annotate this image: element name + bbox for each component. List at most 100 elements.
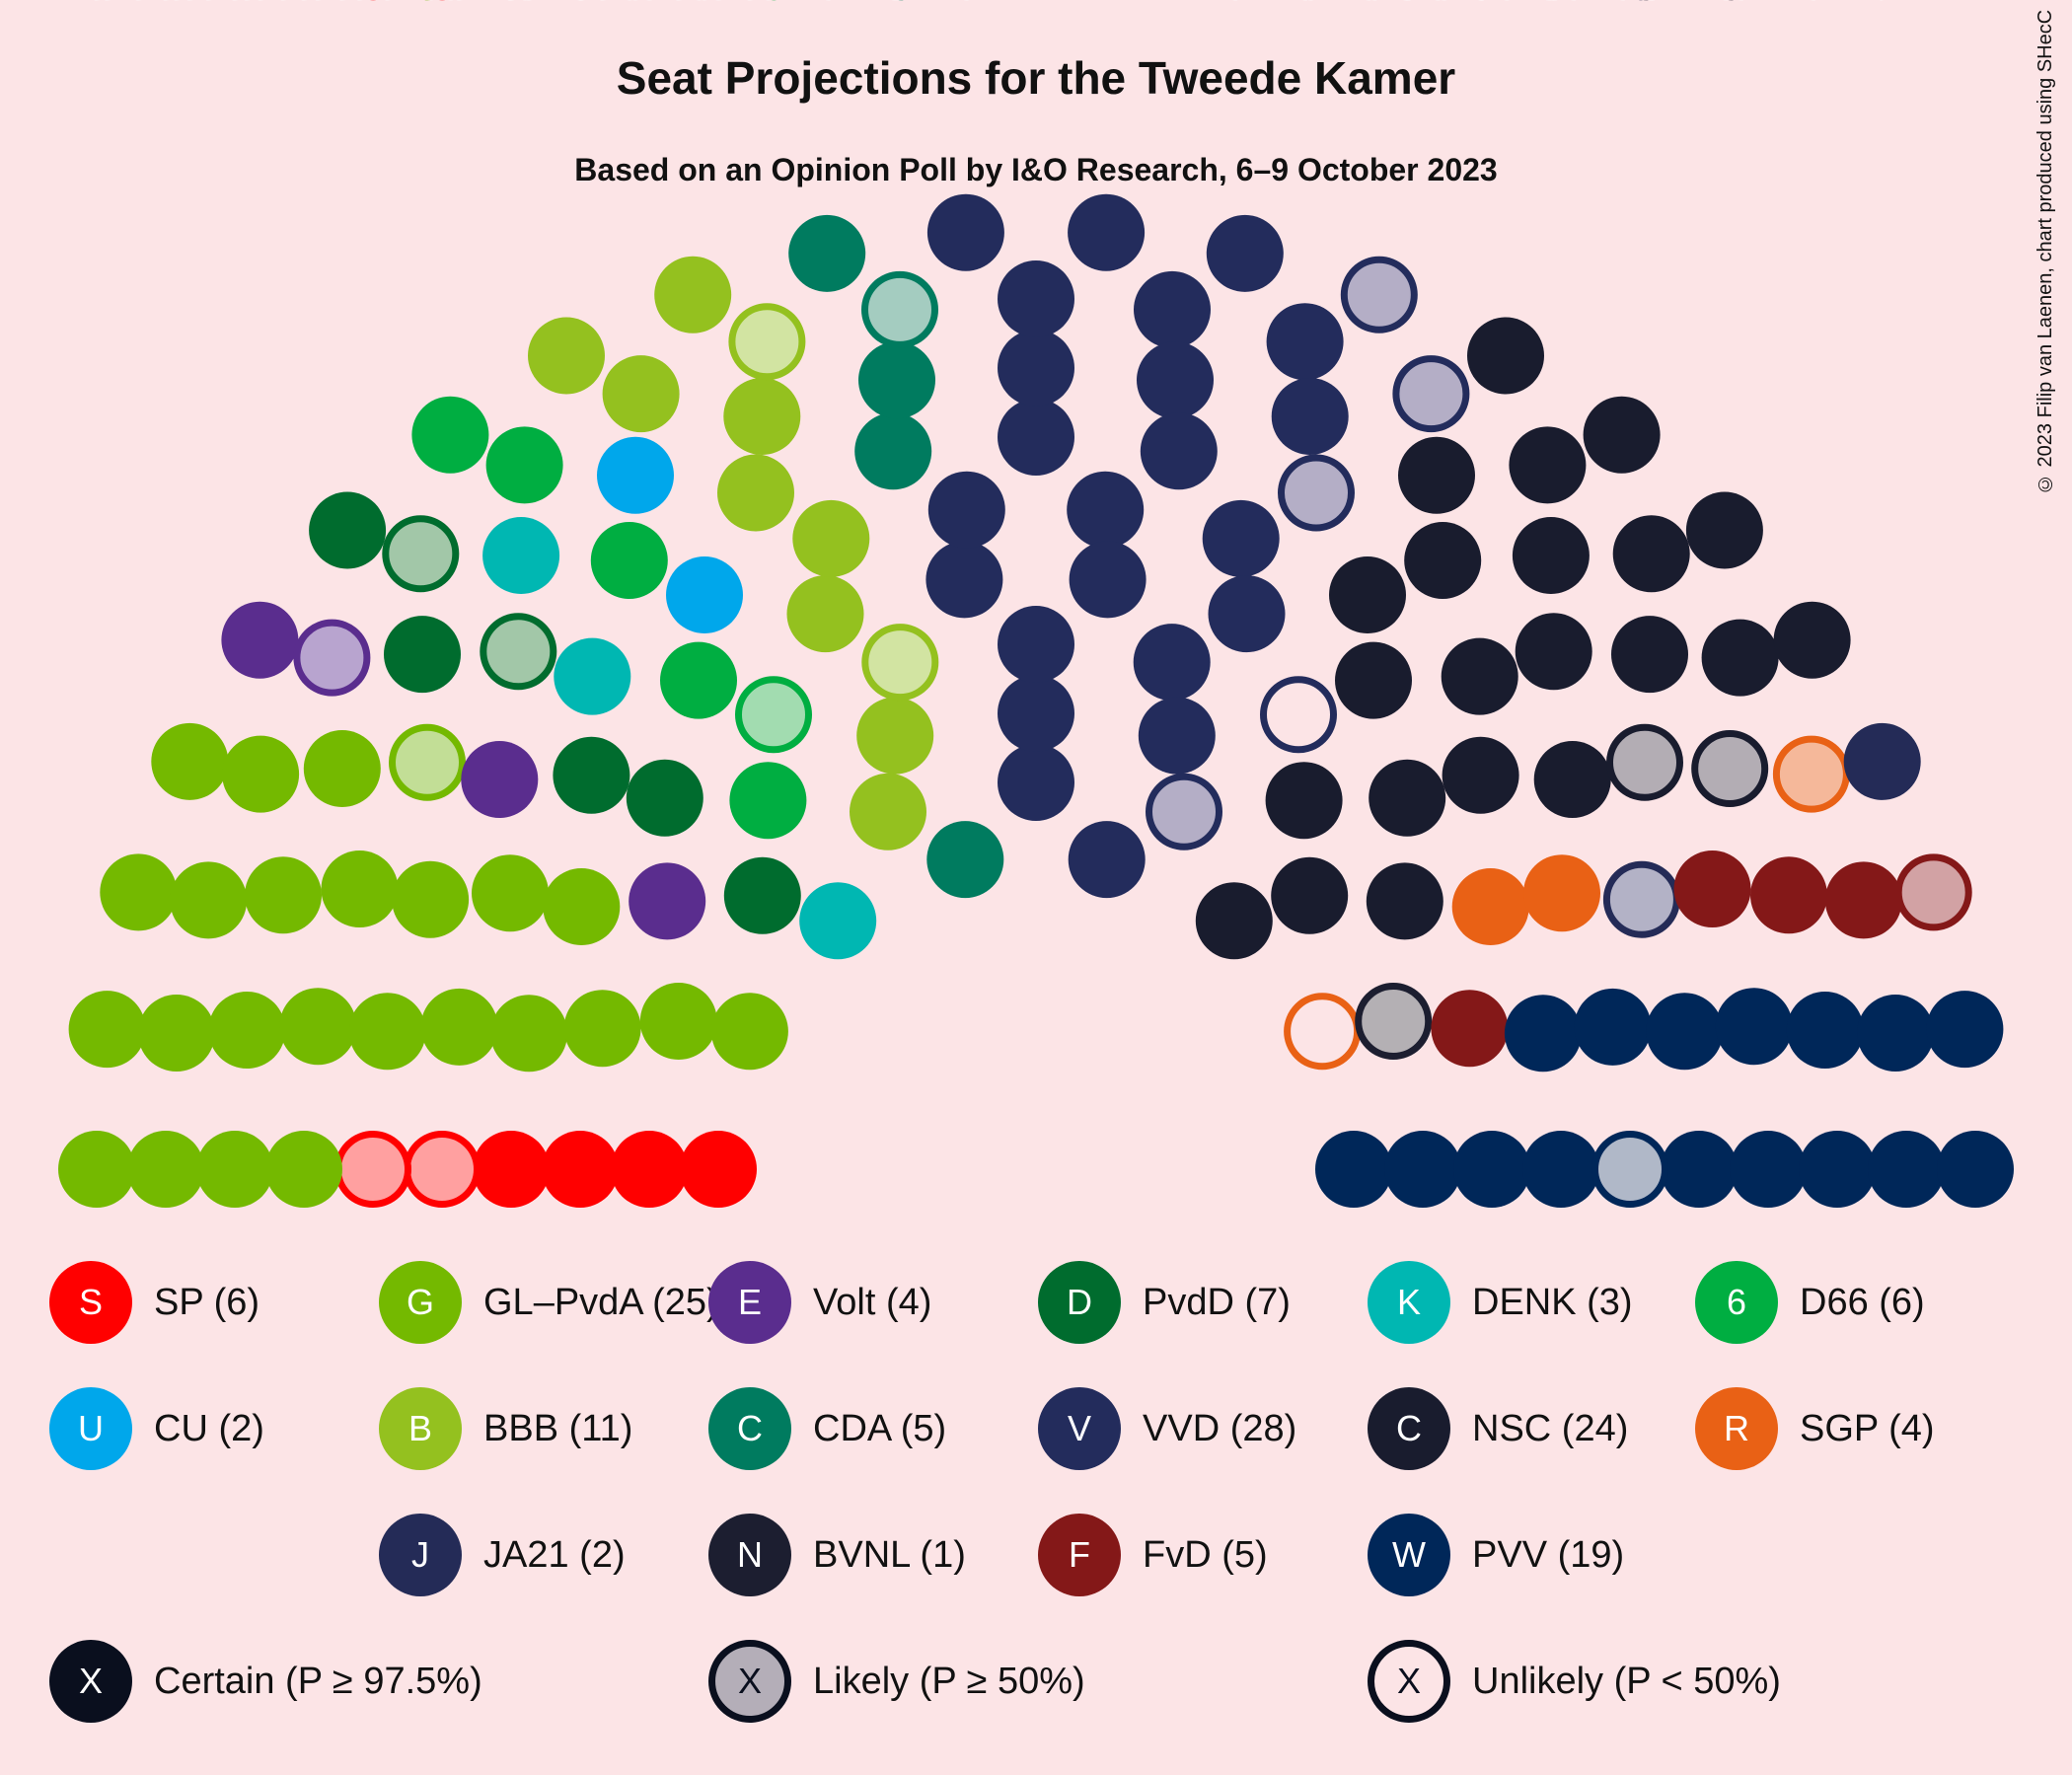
- seat-nsc: C: [1533, 0, 1611, 818]
- seat-circle: [998, 330, 1074, 407]
- seat-vvd: V: [1278, 0, 1355, 532]
- seat-bbb: B: [856, 0, 934, 775]
- seat-bbb: B: [850, 0, 926, 851]
- seat-nsc: C: [1195, 0, 1273, 960]
- seat-letter: W: [1596, 0, 1630, 8]
- seat-circle: [666, 556, 743, 633]
- seat-letter: V: [1234, 0, 1258, 8]
- seat-letter: R: [1549, 0, 1575, 8]
- seat-bvnl: N: [1355, 0, 1433, 1060]
- seat-fvd: F: [1824, 0, 1902, 939]
- seat-circle: [998, 399, 1074, 476]
- seat-cda: C: [788, 0, 866, 292]
- seat-nsc: C: [1398, 0, 1475, 514]
- seat-gl-pvda: G: [392, 0, 470, 938]
- seat-letter: V: [1287, 0, 1310, 8]
- seat-letter: U: [623, 0, 648, 8]
- legend-swatch: U: [49, 1387, 132, 1470]
- seat-letter: C: [952, 0, 978, 8]
- legend-swatch: J: [379, 1514, 462, 1596]
- seat-circle: [1591, 1131, 1668, 1208]
- seat-circle: [1730, 1131, 1807, 1208]
- seat-letter: G: [589, 0, 617, 8]
- seat-letter: B: [876, 0, 900, 8]
- seat-circle: [654, 256, 732, 333]
- seat-circle: [1068, 821, 1146, 899]
- legend-label: Unlikely (P < 50%): [1472, 1660, 1781, 1702]
- seat-circle: [729, 762, 807, 840]
- seat-pvv: W: [1857, 0, 1935, 1072]
- seat-letter: 6: [620, 0, 639, 8]
- seat-letter: W: [1526, 0, 1560, 8]
- seat-circle: [461, 741, 539, 818]
- seat-circle: [543, 868, 621, 945]
- seat-vvd: V: [1133, 0, 1211, 702]
- seat-circle: [611, 1131, 688, 1208]
- seat-letter: C: [887, 0, 913, 8]
- seat-circle: [420, 988, 498, 1066]
- legend-swatch: C: [1368, 1387, 1450, 1470]
- seat-circle: [1384, 1131, 1461, 1208]
- seat-circle: [348, 993, 426, 1071]
- seat-d66: 6: [660, 0, 737, 719]
- seat-circle: [1265, 762, 1343, 840]
- seat-pvv: W: [1661, 0, 1738, 1208]
- seat-letter: G: [83, 0, 111, 8]
- seat-vvd: V: [998, 0, 1074, 407]
- seat-nsc: C: [1515, 0, 1592, 691]
- seat-circle: [1691, 730, 1769, 807]
- legend-swatch: R: [1695, 1387, 1778, 1470]
- seat-circle: [208, 992, 286, 1069]
- seat-pvv: W: [1453, 0, 1530, 1208]
- legend-swatch: 6: [1695, 1261, 1778, 1344]
- seat-circle: [786, 575, 864, 653]
- seat-circle: [58, 1131, 135, 1208]
- seat-ja21: J: [1843, 0, 1921, 800]
- seat-vvd: V: [998, 0, 1074, 476]
- seat-circle: [639, 983, 717, 1060]
- seat-nsc: C: [1773, 0, 1851, 679]
- seat-bbb: B: [528, 0, 605, 395]
- seat-vvd: V: [927, 0, 1005, 549]
- seat-gl-pvda: G: [170, 0, 248, 939]
- seat-circle: [1868, 1131, 1945, 1208]
- seat-letter: R: [1799, 0, 1824, 8]
- seat-sp: S: [473, 0, 550, 1208]
- seat-letter: G: [233, 0, 260, 8]
- seat-letter: V: [1233, 0, 1257, 8]
- seat-circle: [926, 821, 1004, 899]
- seat-circle: [998, 606, 1074, 683]
- seat-letter: D: [407, 0, 433, 8]
- seat-letter: C: [880, 0, 906, 8]
- seat-gl-pvda: G: [543, 0, 621, 945]
- seat-circle: [553, 736, 630, 814]
- seat-letter: E: [487, 0, 511, 8]
- seat-circle: [1260, 676, 1337, 754]
- seat-letter: W: [1337, 0, 1370, 8]
- seat-letter: G: [194, 0, 222, 8]
- seat-letter: K: [509, 0, 533, 8]
- seat-letter: C: [1430, 0, 1455, 8]
- seat-letter: B: [681, 0, 704, 8]
- seat-circle: [196, 1131, 273, 1208]
- legend-swatch: K: [1368, 1261, 1450, 1344]
- seat-circle: [1661, 1131, 1738, 1208]
- seat-letter: B: [744, 0, 768, 8]
- seat-letter: V: [1024, 0, 1048, 8]
- seat-circle: [528, 317, 605, 395]
- seat-vvd: V: [998, 0, 1074, 683]
- seat-letter: W: [1406, 0, 1440, 8]
- seat-gl-pvda: G: [710, 0, 788, 1071]
- seat-vvd: V: [1068, 0, 1146, 899]
- legend-item: G GL–PvdA (25): [379, 1261, 719, 1344]
- seat-circle: [1509, 426, 1587, 504]
- seat-letter: G: [290, 0, 318, 8]
- seat-circle: [854, 412, 932, 490]
- legend-label: CDA (5): [813, 1407, 947, 1449]
- seat-circle: [265, 1131, 342, 1208]
- seat-circle: [1369, 759, 1446, 837]
- seat-pvv: W: [1730, 0, 1807, 1208]
- seat-letter: F: [1853, 0, 1875, 8]
- seat-bbb: B: [717, 0, 794, 532]
- seat-letter: B: [819, 0, 843, 8]
